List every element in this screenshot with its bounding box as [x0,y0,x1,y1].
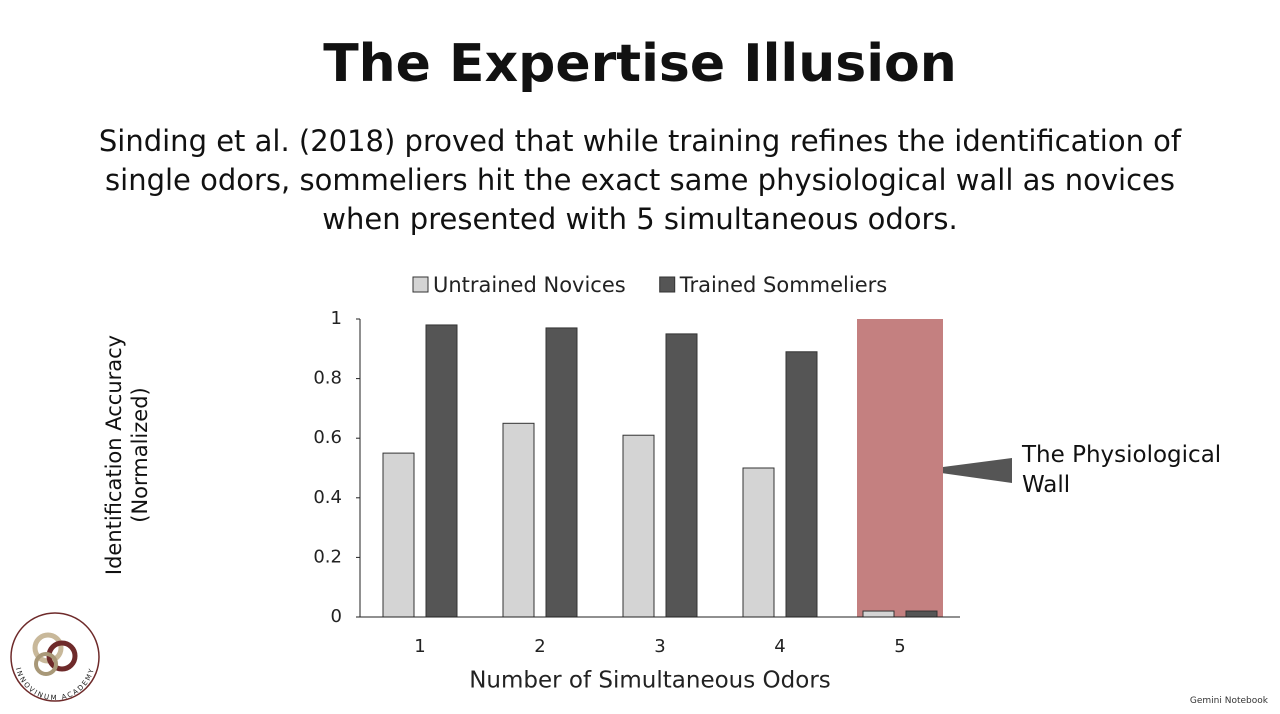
logo-ring [10,612,100,702]
y-tick-label: 0.8 [313,368,342,389]
y-tick-label: 0.2 [313,546,342,567]
bar [862,610,895,618]
y-tick-label: 0.6 [313,427,342,448]
y-axis-title: Identification Accuracy (Normalized) [102,334,152,576]
bar [742,467,775,618]
logo-text-path: INNOVINUM ACADEMY [14,667,95,702]
watermark: Gemini Notebook [1189,696,1268,706]
bar [502,422,535,618]
y-tick-label: 1 [331,308,342,329]
x-tick-label: 2 [534,636,545,657]
logo: INNOVINUM ACADEMY [10,612,100,702]
bar [382,452,415,618]
slide-title: The Expertise Illusion [323,34,957,94]
bar [425,324,458,618]
bar [545,327,578,618]
highlight-band [857,319,943,617]
y-tick-label: 0 [331,606,342,627]
bar [905,610,938,618]
x-tick-label: 1 [414,636,425,657]
legend-swatch [659,276,676,293]
slide-subtitle: Sinding et al. (2018) proved that while … [98,124,1182,236]
annotation-arrow [920,458,1012,483]
bar [785,351,818,618]
x-tick-label: 5 [894,636,905,657]
legend-label: Trained Sommeliers [679,273,888,297]
legend-label: Untrained Novices [433,273,626,297]
bar [665,333,698,618]
y-tick-label: 0.4 [313,487,342,508]
logo-text: INNOVINUM ACADEMY [14,667,96,702]
legend-swatch [412,276,429,293]
logo-circle [34,652,58,676]
annotation-text: The Physiological Wall [1022,442,1222,498]
bar [622,434,655,618]
x-tick-label: 3 [654,636,665,657]
x-axis-title: Number of Simultaneous Odors [469,668,831,694]
x-tick-label: 4 [774,636,785,657]
